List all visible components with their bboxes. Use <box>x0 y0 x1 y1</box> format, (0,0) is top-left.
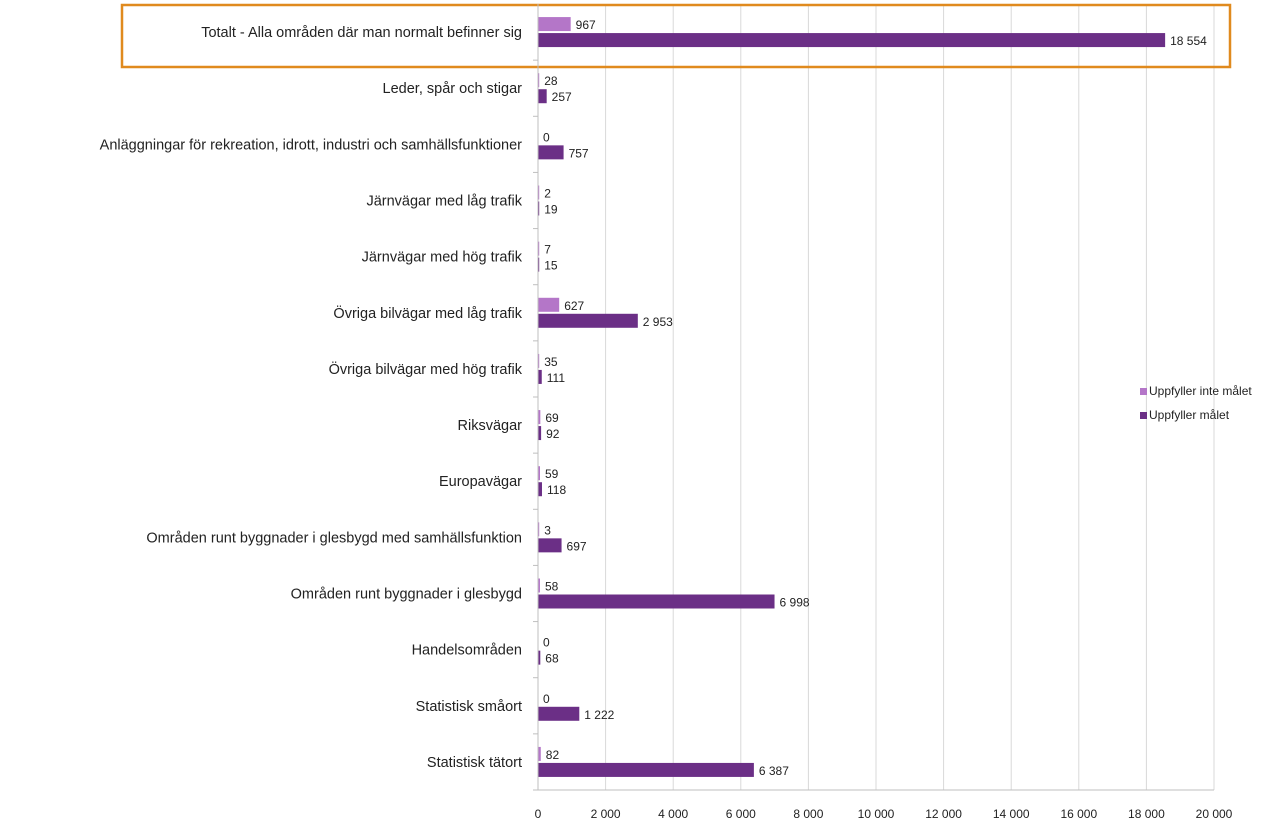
data-label: 0 <box>543 692 550 706</box>
bar <box>538 241 540 256</box>
data-label: 68 <box>545 652 559 666</box>
legend: Uppfyller inte målet Uppfyller målet <box>1140 384 1252 422</box>
x-tick-label: 20 000 <box>1196 807 1233 821</box>
data-label: 627 <box>564 299 584 313</box>
highlight-box <box>120 3 1232 69</box>
category-label: Totalt - Alla områden där man normalt be… <box>201 25 522 41</box>
data-label: 69 <box>545 411 559 425</box>
data-label: 59 <box>545 467 559 481</box>
x-tick-label: 6 000 <box>726 807 756 821</box>
highlight-group <box>120 3 1232 69</box>
category-label: Områden runt byggnader i glesbygd med sa… <box>146 530 522 546</box>
gridlines <box>605 4 1215 790</box>
bar <box>538 369 542 384</box>
legend-swatch <box>1140 412 1147 419</box>
legend-swatch <box>1140 388 1147 395</box>
bar <box>538 578 540 593</box>
bar <box>538 17 571 32</box>
bars-group <box>538 17 1166 777</box>
category-label: Övriga bilvägar med låg trafik <box>333 304 522 322</box>
data-label: 111 <box>547 371 566 385</box>
bar <box>538 201 540 216</box>
x-tick-label: 14 000 <box>993 807 1030 821</box>
data-label: 35 <box>544 355 558 369</box>
data-label: 15 <box>544 259 558 273</box>
bar <box>538 482 542 497</box>
bar <box>538 426 542 441</box>
bar <box>538 706 580 721</box>
data-label: 757 <box>569 146 589 160</box>
bar <box>538 762 754 777</box>
category-label: Handelsområden <box>412 643 522 659</box>
category-label: Statistisk tätort <box>427 755 522 771</box>
data-label: 28 <box>544 74 558 88</box>
x-tick-label: 0 <box>535 807 542 821</box>
data-label: 0 <box>543 130 550 144</box>
data-label: 58 <box>545 580 559 594</box>
category-label: Anläggningar för rekreation, idrott, ind… <box>100 137 523 153</box>
data-label: 2 <box>544 187 551 201</box>
x-tick-label: 10 000 <box>858 807 895 821</box>
x-tick-label: 16 000 <box>1060 807 1097 821</box>
legend-label: Uppfyller inte målet <box>1149 384 1252 398</box>
data-label: 118 <box>547 483 566 497</box>
x-tick-label: 4 000 <box>658 807 688 821</box>
data-label: 19 <box>544 203 558 217</box>
bar <box>538 297 560 312</box>
bar <box>538 522 540 537</box>
legend-label: Uppfyller målet <box>1149 408 1230 422</box>
x-tick-label: 12 000 <box>925 807 962 821</box>
bar <box>538 73 540 88</box>
category-label: Statistisk småort <box>416 699 522 715</box>
x-tick-label: 8 000 <box>793 807 823 821</box>
category-label: Europavägar <box>439 474 522 490</box>
bar <box>538 145 564 160</box>
data-label: 0 <box>543 636 550 650</box>
category-label: Övriga bilvägar med hög trafik <box>329 360 523 378</box>
data-label: 18 554 <box>1170 34 1207 48</box>
data-label: 7 <box>544 243 551 257</box>
data-label: 82 <box>546 748 560 762</box>
bar <box>538 538 562 553</box>
bar <box>538 650 541 665</box>
data-label: 967 <box>576 18 596 32</box>
bar <box>538 594 775 609</box>
category-label: Leder, spår och stigar <box>383 81 523 97</box>
labels-group: Totalt - Alla områden där man normalt be… <box>100 18 1207 778</box>
bar <box>538 257 540 272</box>
data-label: 257 <box>552 90 572 104</box>
bar <box>538 466 540 481</box>
data-label: 92 <box>546 427 560 441</box>
bar <box>538 33 1166 48</box>
bar <box>538 313 638 328</box>
data-label: 3 <box>544 523 551 537</box>
data-label: 697 <box>567 539 587 553</box>
x-tick-label: 18 000 <box>1128 807 1165 821</box>
bar <box>538 89 547 104</box>
data-label: 6 387 <box>759 764 789 778</box>
bar <box>538 746 541 761</box>
category-label: Områden runt byggnader i glesbygd <box>291 587 522 603</box>
data-label: 6 998 <box>780 596 810 610</box>
bar <box>538 185 540 200</box>
bar <box>538 353 540 368</box>
x-tick-label: 2 000 <box>591 807 621 821</box>
bar <box>538 410 541 425</box>
category-label: Järnvägar med låg trafik <box>366 194 522 210</box>
category-label: Riksvägar <box>458 418 523 434</box>
data-label: 2 953 <box>643 315 673 329</box>
category-label: Järnvägar med hög trafik <box>362 250 523 266</box>
data-label: 1 222 <box>584 708 614 722</box>
